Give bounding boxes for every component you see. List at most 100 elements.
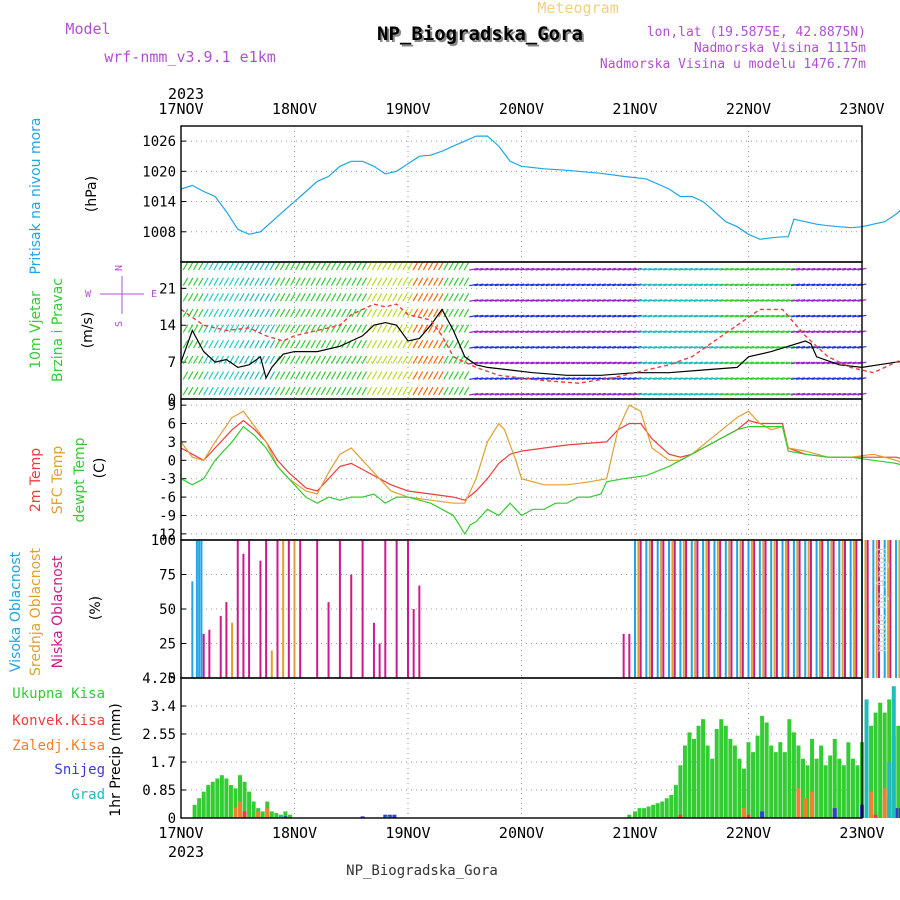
wind-barb xyxy=(760,299,770,302)
wind-barb xyxy=(596,361,606,365)
wind-barb xyxy=(499,361,509,365)
wind-barb xyxy=(836,267,846,271)
wind-barb xyxy=(458,386,465,396)
wind-barb xyxy=(387,308,393,318)
wind-barb xyxy=(269,277,276,286)
bar-mid xyxy=(853,540,856,678)
wind-barb xyxy=(724,345,734,349)
wind-barb xyxy=(218,293,225,302)
precip-legend-entry: Konvek.Kisa xyxy=(12,713,105,729)
wind-barb xyxy=(576,345,586,349)
wind-barb xyxy=(540,345,550,349)
wind-barb xyxy=(535,267,545,271)
wind-barb xyxy=(489,283,499,287)
bar-total xyxy=(782,752,787,818)
wind-barb xyxy=(617,267,627,271)
wind-barb xyxy=(228,293,235,302)
wind-barb xyxy=(591,314,601,318)
wind-barb xyxy=(427,386,434,396)
bar-total xyxy=(855,765,860,818)
bar-high xyxy=(634,540,636,678)
y-tick-label: -12 xyxy=(151,527,176,543)
wind-barb xyxy=(284,277,291,286)
wind-barb xyxy=(821,330,831,334)
wind-barb xyxy=(376,324,383,333)
wind-barb xyxy=(315,324,322,333)
wind-barb xyxy=(361,261,368,271)
wind-barb xyxy=(233,386,240,396)
wind-barb xyxy=(734,283,744,287)
wind-barb xyxy=(494,361,504,365)
wind-barb xyxy=(228,371,235,380)
wind-barb xyxy=(561,267,571,271)
wind-barb xyxy=(760,267,770,271)
wind-barb xyxy=(642,299,652,302)
wind-barb xyxy=(826,299,836,302)
bar-frz xyxy=(741,808,746,818)
wind-barb xyxy=(693,314,703,318)
wind-barb xyxy=(658,392,668,396)
bar-mid xyxy=(807,540,810,678)
wind-barb xyxy=(729,267,739,271)
precip-legend-entry: Ukupna Kisa xyxy=(12,686,105,702)
wind-barb xyxy=(704,330,714,334)
wind-barb xyxy=(801,377,811,380)
wind-barb xyxy=(785,330,795,334)
wind-barb xyxy=(417,371,424,380)
wind-barb xyxy=(790,299,801,302)
wind-barb xyxy=(586,377,596,380)
wind-barb xyxy=(632,283,642,287)
wind-barb xyxy=(300,324,306,333)
wind-barb xyxy=(346,308,352,318)
wind-barb xyxy=(678,377,688,380)
wind-barb xyxy=(213,308,219,318)
wind-barb xyxy=(673,299,683,302)
wind-barb xyxy=(729,314,739,318)
wind-barb xyxy=(335,293,342,302)
wind-barb xyxy=(407,386,414,396)
wind-barb xyxy=(254,386,260,396)
wind-barb xyxy=(632,392,642,396)
wind-barb xyxy=(545,299,555,302)
wind-barb xyxy=(192,371,199,380)
wind-barb xyxy=(826,314,836,318)
wind-barb xyxy=(397,386,403,396)
wind-barb xyxy=(218,386,225,396)
panel-cloud: 0 25 50 75 100 xyxy=(151,533,900,687)
wind-barb xyxy=(596,299,606,302)
bar-total xyxy=(882,712,887,818)
wind-barb xyxy=(785,377,795,380)
wind-barb xyxy=(182,308,189,318)
wind-barb xyxy=(601,283,612,287)
wind-barb xyxy=(356,293,362,302)
wind-barb xyxy=(673,314,683,318)
series-high xyxy=(191,540,898,678)
wind-barb xyxy=(755,283,765,287)
wind-barb xyxy=(479,361,489,365)
wind-barb xyxy=(622,377,632,380)
wind-barb xyxy=(254,340,260,349)
wind-barb xyxy=(668,377,678,380)
wind-barb xyxy=(556,314,566,318)
wind-barb xyxy=(494,267,504,271)
series-gust xyxy=(180,303,900,384)
wind-barb xyxy=(612,299,622,302)
wind-barb xyxy=(663,345,673,349)
wind-barb xyxy=(770,392,780,396)
bar-total xyxy=(224,778,229,818)
wind-barb xyxy=(397,324,403,333)
model-altitude-label: Nadmorska Visina u modelu 1476.77m xyxy=(600,57,866,72)
wind-barb xyxy=(806,377,816,380)
wind-barb xyxy=(673,361,683,365)
wind-barb xyxy=(780,392,790,396)
wind-barb xyxy=(709,392,719,396)
wind-barb xyxy=(709,361,719,365)
bar-low xyxy=(696,540,699,678)
wind-barb xyxy=(407,277,414,286)
wind-barb xyxy=(366,386,373,396)
wind-barb xyxy=(381,340,388,349)
wind-barb xyxy=(494,283,504,287)
bar-total xyxy=(696,725,701,818)
wind-barb xyxy=(469,377,479,380)
wind-barb xyxy=(254,308,260,318)
